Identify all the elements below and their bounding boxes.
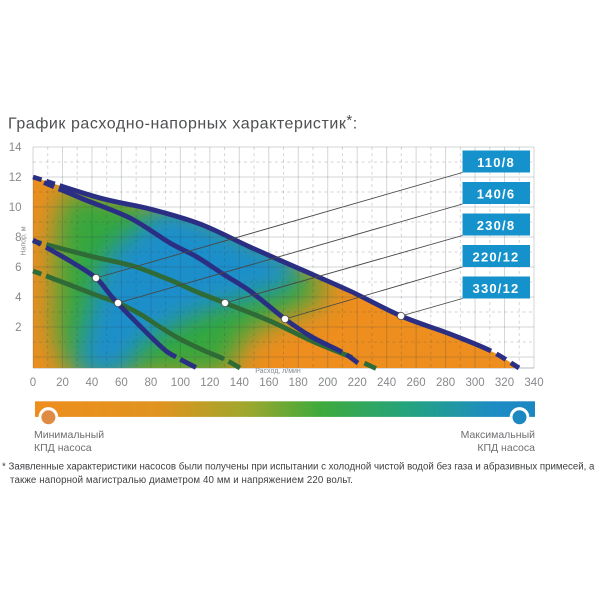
svg-text:4: 4 xyxy=(15,292,22,304)
svg-text:260: 260 xyxy=(407,377,426,389)
svg-text:20: 20 xyxy=(56,377,69,389)
svg-text:8: 8 xyxy=(15,232,21,244)
svg-text:10: 10 xyxy=(9,202,22,214)
svg-text:также напорной магистралью диа: также напорной магистралью диаметром 40 … xyxy=(10,475,353,486)
svg-text:14: 14 xyxy=(9,142,22,154)
svg-text:60: 60 xyxy=(115,377,128,389)
svg-text:0: 0 xyxy=(30,377,36,389)
svg-text:320: 320 xyxy=(495,377,514,389)
svg-text:230/8: 230/8 xyxy=(477,218,516,233)
svg-text:Минимальный: Минимальный xyxy=(34,429,104,441)
svg-text:140: 140 xyxy=(230,377,249,389)
svg-text:80: 80 xyxy=(145,377,158,389)
svg-text:120: 120 xyxy=(200,377,219,389)
svg-text:Расход, л/мин: Расход, л/мин xyxy=(255,368,301,375)
svg-text:КПД насоса: КПД насоса xyxy=(34,442,92,454)
svg-text:6: 6 xyxy=(15,262,21,274)
svg-text:110/8: 110/8 xyxy=(477,155,515,170)
svg-text:40: 40 xyxy=(86,377,99,389)
svg-text:340: 340 xyxy=(524,377,543,389)
svg-text:240: 240 xyxy=(377,377,396,389)
svg-text:180: 180 xyxy=(289,377,308,389)
svg-text:200: 200 xyxy=(318,377,337,389)
svg-text:100: 100 xyxy=(171,377,190,389)
svg-text:2: 2 xyxy=(15,322,21,334)
svg-text:160: 160 xyxy=(259,377,278,389)
svg-text:КПД насоса: КПД насоса xyxy=(477,442,535,454)
svg-text:* Заявленные характеристики на: * Заявленные характеристики насосов были… xyxy=(2,462,595,473)
svg-text:280: 280 xyxy=(436,377,455,389)
svg-text:140/6: 140/6 xyxy=(477,186,516,201)
svg-text:330/12: 330/12 xyxy=(473,281,520,296)
svg-text:12: 12 xyxy=(9,172,22,184)
svg-text:220/12: 220/12 xyxy=(473,249,520,264)
svg-text:Максимальный: Максимальный xyxy=(461,429,536,441)
svg-text:300: 300 xyxy=(466,377,485,389)
svg-text:220: 220 xyxy=(348,377,367,389)
svg-text:Напор, м: Напор, м xyxy=(21,226,28,255)
svg-text:График расходно-напорных харак: График расходно-напорных характеристик*: xyxy=(8,112,358,133)
